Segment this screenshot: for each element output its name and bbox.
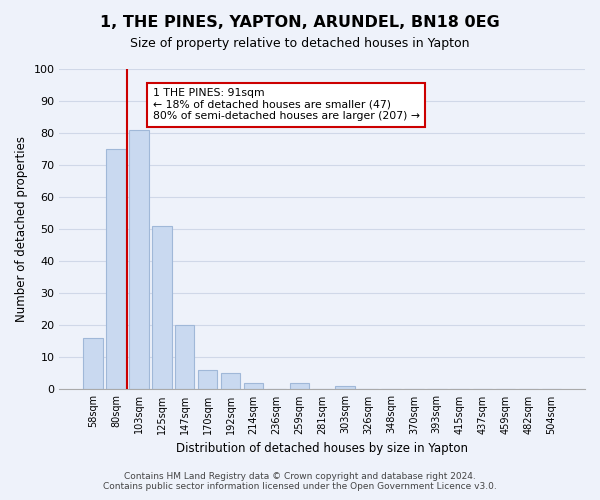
Bar (198, 370, 217, 390)
Bar (83, 338, 103, 390)
Bar (244, 383, 263, 390)
Bar (290, 383, 309, 390)
Text: 1, THE PINES, YAPTON, ARUNDEL, BN18 0EG: 1, THE PINES, YAPTON, ARUNDEL, BN18 0EG (100, 15, 500, 30)
Y-axis label: Number of detached properties: Number of detached properties (15, 136, 28, 322)
Bar (221, 374, 240, 390)
Bar (335, 386, 355, 390)
X-axis label: Distribution of detached houses by size in Yapton: Distribution of detached houses by size … (176, 442, 468, 455)
Text: Size of property relative to detached houses in Yapton: Size of property relative to detached ho… (130, 38, 470, 51)
Bar (129, 130, 149, 390)
Text: 1 THE PINES: 91sqm
← 18% of detached houses are smaller (47)
80% of semi-detache: 1 THE PINES: 91sqm ← 18% of detached hou… (152, 88, 419, 122)
Text: Contains HM Land Registry data © Crown copyright and database right 2024.
Contai: Contains HM Land Registry data © Crown c… (103, 472, 497, 491)
Bar (152, 226, 172, 390)
Bar (106, 149, 126, 390)
Bar (175, 326, 194, 390)
